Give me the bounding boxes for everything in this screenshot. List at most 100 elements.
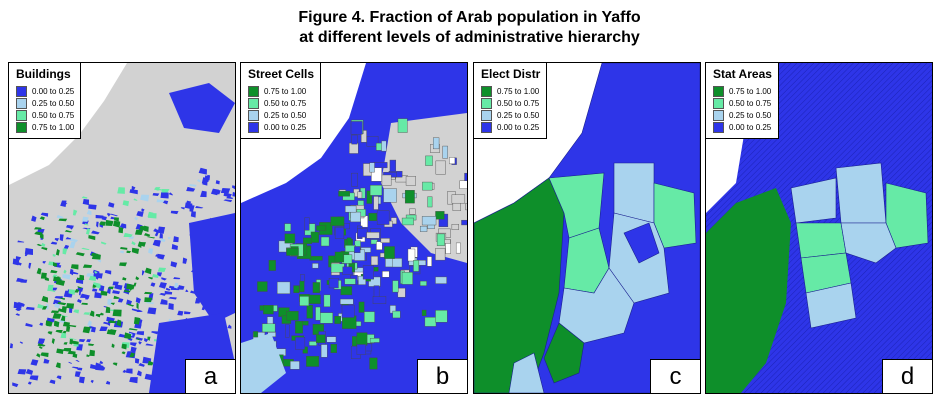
building-footprint	[158, 282, 167, 289]
building-footprint	[83, 326, 91, 332]
street-cell	[451, 194, 466, 204]
building-footprint	[134, 323, 142, 329]
stat-area-northeast-light	[835, 162, 887, 224]
building-footprint	[81, 196, 88, 199]
legend-label: 0.50 to 0.75	[497, 98, 540, 108]
building-footprint	[173, 282, 179, 289]
building-footprint	[156, 229, 165, 234]
buildings-map	[9, 63, 235, 393]
figure-title: Figure 4. Fraction of Arab population in…	[0, 8, 939, 48]
stat-area-center-mid	[795, 222, 847, 259]
building-footprint	[159, 232, 163, 239]
street-cell	[342, 266, 353, 275]
legend-row: 0.75 to 1.00	[481, 85, 540, 97]
building-footprint	[70, 340, 79, 345]
street-cell	[295, 337, 306, 350]
legend-label: 0.50 to 0.75	[32, 110, 75, 120]
building-footprint	[36, 353, 40, 358]
building-footprint	[36, 243, 42, 247]
building-footprint	[109, 329, 117, 335]
legend-row: 0.75 to 1.00	[713, 85, 772, 97]
building-footprint	[95, 364, 104, 371]
building-footprint	[125, 368, 133, 374]
street-cell	[427, 196, 433, 208]
street-cell	[392, 310, 401, 319]
building-footprint	[88, 234, 96, 241]
map-panel-buildings: Buildings 0.00 to 0.25 0.25 to 0.50 0.50…	[8, 62, 236, 394]
legend-label: 0.00 to 0.25	[264, 122, 307, 132]
street-cell	[330, 263, 345, 273]
legend-label: 0.50 to 0.75	[729, 98, 772, 108]
building-footprint	[72, 209, 78, 216]
building-footprint	[60, 314, 69, 317]
building-footprint	[58, 218, 68, 222]
building-footprint	[44, 276, 49, 281]
street-cell	[308, 341, 317, 346]
legend-swatch	[713, 97, 724, 109]
street-cell	[424, 317, 437, 327]
building-footprint	[140, 194, 150, 202]
building-footprint	[50, 310, 60, 313]
building-footprint	[70, 225, 74, 230]
building-footprint	[101, 215, 107, 221]
building-footprint	[134, 217, 139, 221]
building-footprint	[95, 314, 101, 318]
building-footprint	[70, 264, 79, 270]
building-footprint	[129, 288, 133, 291]
street-cell	[356, 344, 367, 355]
building-footprint	[25, 368, 34, 375]
building-footprint	[133, 198, 138, 201]
district-southwest-light	[508, 352, 545, 393]
street-cell	[425, 155, 433, 166]
building-footprint	[81, 302, 88, 306]
building-footprint	[124, 332, 132, 340]
panel-letter: c	[650, 359, 700, 393]
building-footprint	[136, 331, 145, 336]
building-footprint	[62, 321, 70, 327]
building-footprint	[196, 179, 202, 183]
building-footprint	[39, 322, 44, 326]
building-footprint	[30, 359, 39, 366]
legend-row: 0.50 to 0.75	[16, 109, 74, 121]
building-footprint	[126, 283, 135, 290]
street-cell	[276, 281, 291, 294]
street-cell	[455, 242, 461, 254]
building-footprint	[157, 267, 167, 272]
street-cell	[376, 241, 383, 250]
building-footprint	[97, 260, 102, 263]
building-footprint	[55, 362, 61, 369]
building-footprint	[110, 302, 115, 306]
street-cell	[334, 251, 345, 263]
stat-areas-map	[706, 63, 932, 393]
building-footprint	[40, 242, 46, 248]
building-footprint	[100, 290, 108, 296]
building-footprint	[47, 284, 54, 292]
building-footprint	[134, 229, 144, 235]
street-cell	[369, 162, 375, 173]
building-footprint	[143, 233, 151, 237]
building-footprint	[41, 306, 48, 310]
building-footprint	[160, 238, 166, 243]
street-cell	[285, 324, 290, 338]
building-footprint	[152, 193, 160, 197]
building-footprint	[67, 324, 77, 328]
legend-row: 0.25 to 0.50	[16, 97, 74, 109]
building-footprint	[128, 328, 138, 331]
legend-label: 0.00 to 0.25	[497, 122, 540, 132]
building-footprint	[113, 295, 120, 299]
building-footprint	[143, 225, 149, 233]
building-footprint	[144, 297, 153, 303]
legend-row: 0.00 to 0.25	[16, 85, 74, 97]
street-cell	[286, 248, 299, 256]
building-footprint	[231, 185, 235, 190]
building-footprint	[171, 243, 178, 251]
street-cell	[435, 160, 446, 175]
building-footprint	[63, 342, 68, 345]
street-cell	[286, 310, 299, 321]
legend-label: 0.25 to 0.50	[264, 110, 307, 120]
building-footprint	[43, 358, 50, 364]
street-cell	[356, 332, 368, 346]
legend-swatch	[713, 109, 724, 121]
building-footprint	[74, 288, 80, 293]
building-footprint	[116, 319, 122, 327]
